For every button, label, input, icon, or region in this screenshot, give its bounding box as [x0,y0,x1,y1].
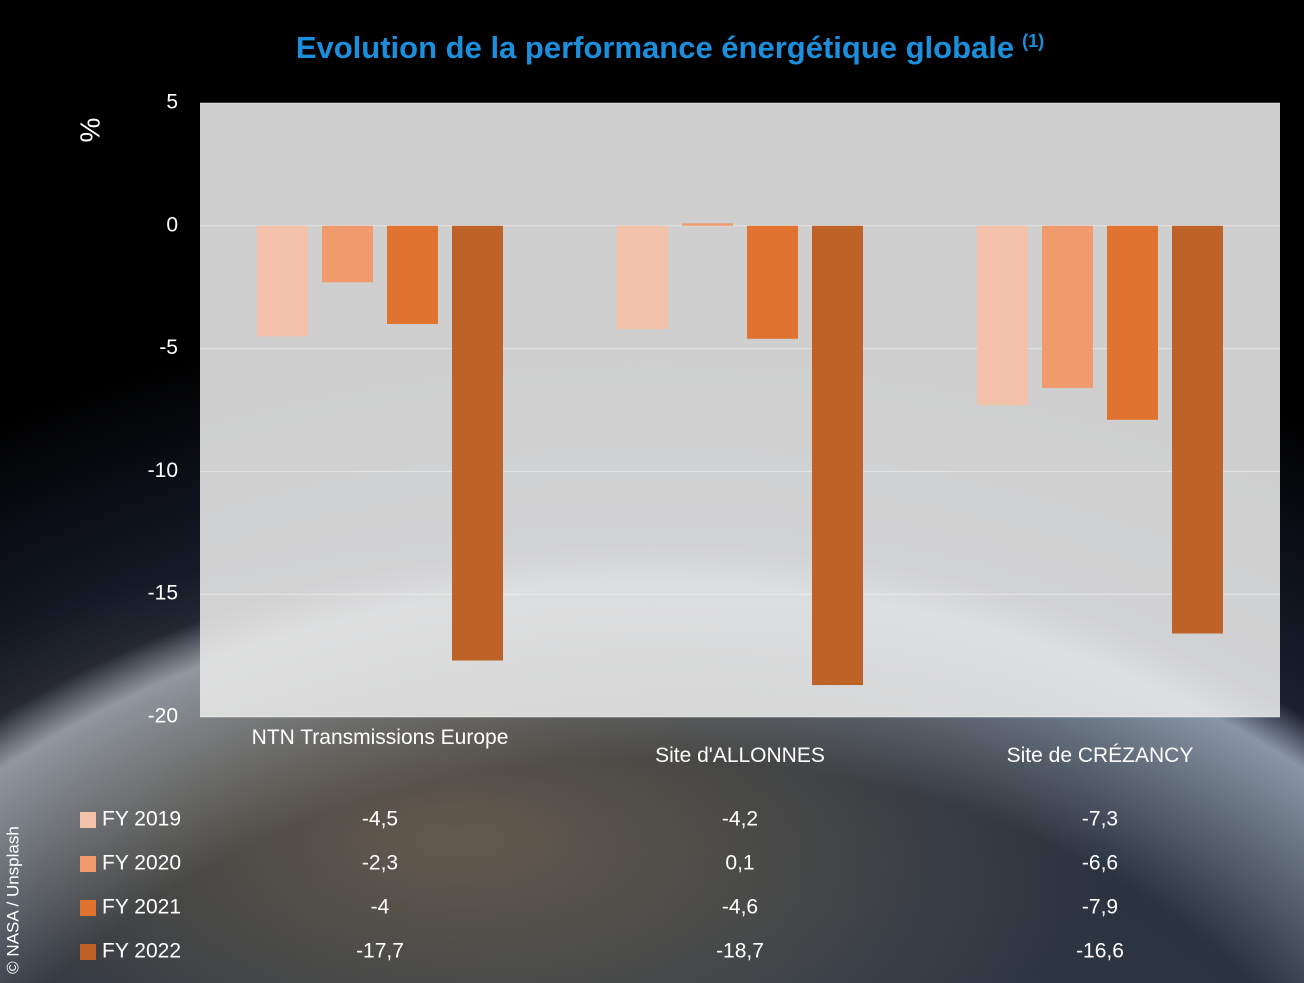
legend-swatch [80,856,96,872]
bar [322,225,373,283]
y-tick-label: -5 [159,336,178,359]
x-tick-label: NTN Transmissions Europe [251,726,509,749]
value-label: 0,1 [725,852,754,875]
y-tick-label: 0 [166,213,178,236]
bar [682,223,733,226]
bar [1172,225,1223,634]
value-label: -4,6 [722,896,758,919]
y-tick-label: -10 [148,459,178,482]
legend-label: FY 2019 [102,808,181,831]
title-note: (1) [1022,31,1044,51]
value-label: -7,9 [1082,896,1118,919]
bar [452,225,503,661]
legend-label: FY 2021 [102,896,181,919]
bar [1042,225,1093,388]
bar [387,225,438,325]
x-tick-label-box: Site d'ALLONNES [655,744,825,767]
y-tick-label: -20 [148,705,178,728]
bar [257,225,308,337]
legend-label: FY 2022 [102,940,181,963]
value-label: -18,7 [716,940,764,963]
bar [977,225,1028,406]
plot-area [200,103,1280,717]
y-tick-label: 5 [166,91,178,114]
y-tick-label: -15 [148,582,178,605]
legend-swatch [80,900,96,916]
x-tick-label-box: Site de CRÉZANCY [1006,744,1194,767]
bar [617,225,668,329]
legend-swatch [80,944,96,960]
value-label: -7,3 [1082,808,1118,831]
value-label: -17,7 [356,940,404,963]
bar [747,225,798,339]
x-tick-label-box: NTN Transmissions Europe [251,726,509,749]
value-label: -4,5 [362,808,398,831]
bar [812,225,863,686]
chart-title: Evolution de la performance énergétique … [296,30,1044,65]
value-label: -2,3 [362,852,398,875]
value-label: -16,6 [1076,940,1124,963]
value-label: -4 [371,896,390,919]
legend-label: FY 2020 [102,852,181,875]
bar [1107,225,1158,420]
legend-swatch [80,812,96,828]
x-tick-label: Site d'ALLONNES [655,744,825,767]
credit: © NASA / Unsplash [3,826,22,974]
x-tick-label: Site de CRÉZANCY [1006,744,1194,767]
value-label: -4,2 [722,808,758,831]
y-axis-label: % [74,118,105,143]
title-text: Evolution de la performance énergétique … [296,30,1014,65]
value-label: -6,6 [1082,852,1118,875]
